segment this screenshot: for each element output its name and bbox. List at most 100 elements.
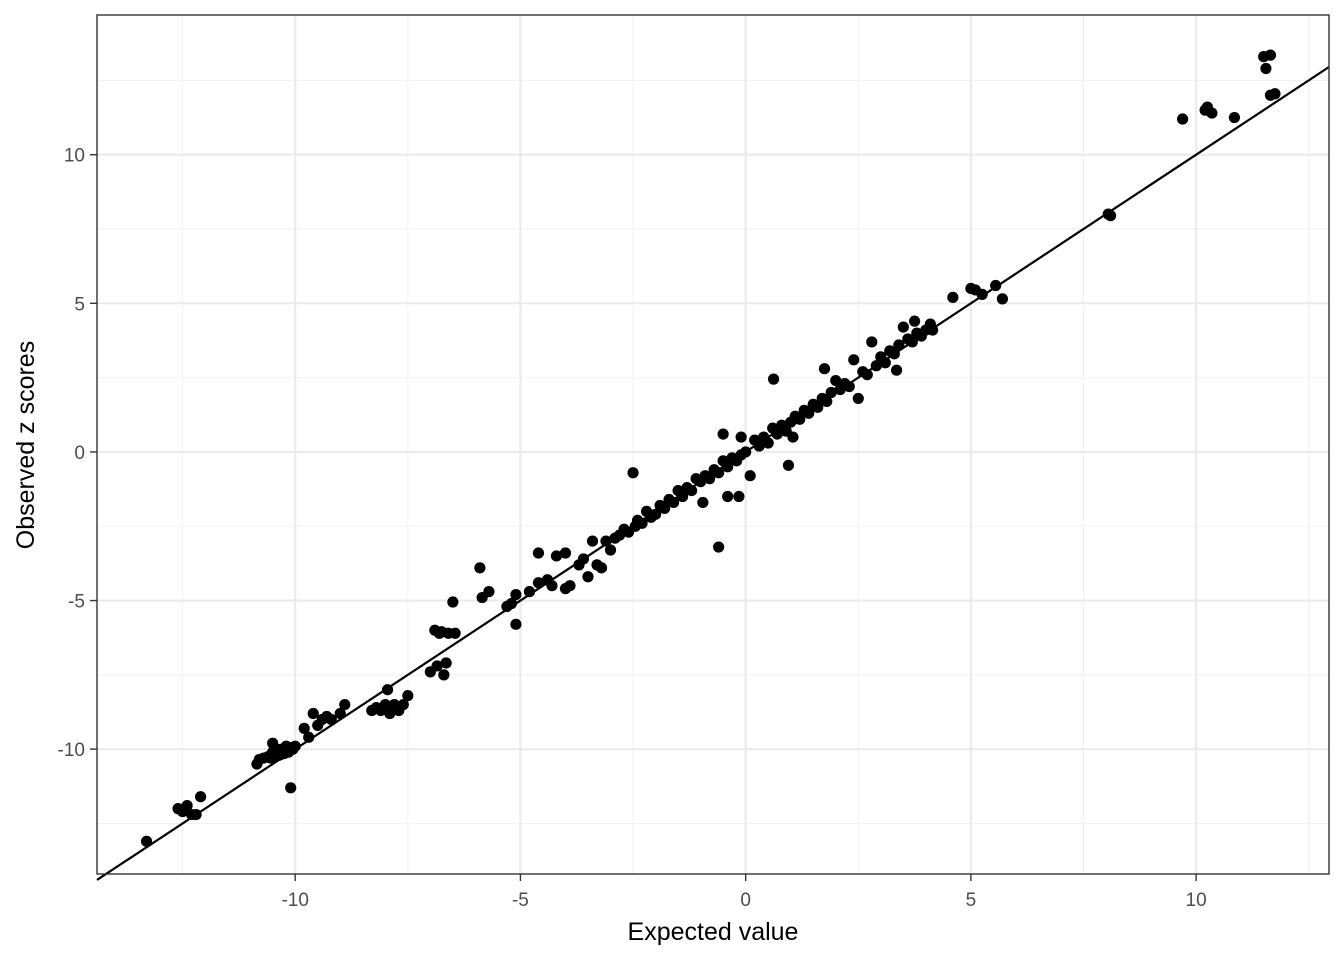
data-point xyxy=(852,392,864,405)
data-point xyxy=(713,467,725,479)
data-point xyxy=(848,354,860,366)
data-point xyxy=(1206,107,1218,119)
data-point xyxy=(879,357,891,369)
data-point xyxy=(532,547,545,559)
data-point xyxy=(825,386,837,399)
data-point xyxy=(190,808,202,821)
data-point xyxy=(431,660,443,672)
data-point xyxy=(176,805,189,818)
data-point xyxy=(722,461,734,473)
data-point xyxy=(667,496,680,509)
data-point xyxy=(870,360,882,372)
data-point xyxy=(771,428,783,440)
data-point xyxy=(586,535,599,547)
data-point xyxy=(704,473,716,485)
data-point xyxy=(697,496,709,509)
data-point xyxy=(595,562,608,574)
y-tick-label: -5 xyxy=(68,592,85,613)
data-point xyxy=(1177,113,1189,125)
data-point xyxy=(1260,62,1272,75)
data-point xyxy=(447,596,459,608)
data-point xyxy=(604,544,617,556)
data-point xyxy=(812,401,824,413)
data-point xyxy=(861,369,873,381)
data-point xyxy=(803,407,815,419)
x-axis-ticks: -10 -5 0 5 10 xyxy=(281,874,1207,911)
data-point xyxy=(546,580,558,592)
x-tick-label: 0 xyxy=(740,890,751,911)
data-point xyxy=(713,541,725,553)
data-point xyxy=(267,737,279,749)
x-axis-title: Expected value xyxy=(628,918,799,946)
data-point xyxy=(649,508,662,520)
data-point xyxy=(890,364,903,376)
data-point xyxy=(821,395,833,408)
data-point xyxy=(532,577,545,589)
data-point xyxy=(794,413,806,425)
panel-border xyxy=(96,14,1330,875)
data-point xyxy=(843,380,855,393)
data-point xyxy=(1269,88,1281,100)
y-tick-label: 5 xyxy=(74,294,85,315)
y-axis-title: Observed z scores xyxy=(12,341,40,549)
data-point xyxy=(339,698,351,711)
data-point xyxy=(996,293,1009,305)
data-point xyxy=(782,459,795,471)
data-point xyxy=(307,707,319,720)
data-point xyxy=(449,627,461,639)
data-point xyxy=(483,586,495,598)
data-point xyxy=(733,490,745,503)
data-point xyxy=(636,517,648,529)
data-point xyxy=(564,580,576,592)
data-point xyxy=(926,324,939,336)
data-point xyxy=(767,373,780,385)
data-point xyxy=(334,707,346,720)
y-tick-label: 10 xyxy=(64,146,85,167)
data-point xyxy=(195,791,207,803)
data-point xyxy=(523,586,536,598)
data-point xyxy=(818,363,831,375)
data-point xyxy=(440,657,452,669)
data-point xyxy=(285,782,297,794)
data-point xyxy=(740,446,752,458)
data-point xyxy=(735,431,747,443)
data-point xyxy=(474,562,486,574)
data-point xyxy=(600,535,612,547)
x-tick-label: 5 xyxy=(966,890,977,911)
data-point xyxy=(744,470,756,482)
y-tick-label: 0 xyxy=(74,443,85,464)
data-point xyxy=(140,835,153,847)
data-point xyxy=(1264,49,1277,61)
data-point xyxy=(438,669,450,681)
y-axis-ticks: -10 -5 0 5 10 xyxy=(58,146,97,761)
data-points xyxy=(140,49,1281,847)
data-point xyxy=(686,484,698,497)
data-point xyxy=(866,336,878,348)
minor-gridlines xyxy=(97,15,1329,874)
data-point xyxy=(753,440,765,452)
x-tick-label: 10 xyxy=(1186,890,1207,911)
data-point xyxy=(658,502,671,515)
data-point xyxy=(627,467,639,479)
x-tick-label: -10 xyxy=(281,890,308,911)
data-point xyxy=(505,597,518,610)
data-point xyxy=(325,713,337,726)
data-point xyxy=(510,618,522,630)
data-point xyxy=(906,336,918,348)
data-point xyxy=(787,431,799,443)
data-point xyxy=(397,698,409,711)
data-point xyxy=(402,690,414,702)
data-point xyxy=(559,547,572,559)
data-point xyxy=(990,279,1002,292)
data-point xyxy=(1104,210,1117,222)
data-point xyxy=(762,437,774,449)
data-point xyxy=(289,740,301,752)
data-point xyxy=(893,339,905,351)
data-point xyxy=(381,684,394,696)
data-point xyxy=(897,321,909,333)
x-tick-label: -5 xyxy=(512,890,529,911)
data-point xyxy=(830,374,842,387)
data-point xyxy=(298,722,310,734)
major-gridlines xyxy=(97,15,1329,874)
